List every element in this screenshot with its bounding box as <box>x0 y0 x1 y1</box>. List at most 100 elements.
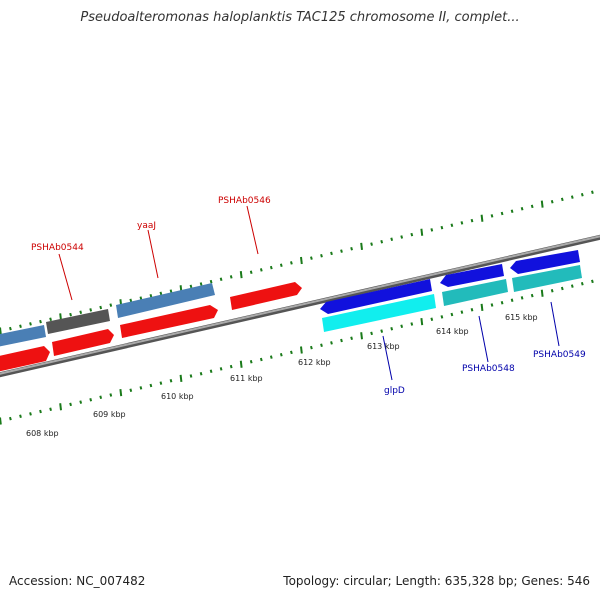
minor-tick <box>400 324 404 329</box>
minor-tick <box>209 369 213 374</box>
major-tick <box>239 360 243 368</box>
minor-tick <box>450 223 454 228</box>
minor-tick <box>591 190 594 195</box>
minor-tick <box>290 261 293 265</box>
minor-tick <box>470 218 474 223</box>
minor-tick <box>9 416 12 421</box>
minor-tick <box>159 291 163 296</box>
map-title: Pseudoalteromonas haloplanktis TAC125 ch… <box>80 10 520 25</box>
minor-tick <box>440 225 444 230</box>
minor-tick <box>89 397 93 402</box>
label-connector-0546 <box>246 205 259 255</box>
label-connector-0548 <box>478 315 489 363</box>
minor-tick <box>340 338 343 343</box>
scale-label: 615 kbp <box>505 313 538 322</box>
minor-tick <box>390 326 394 331</box>
major-tick <box>480 214 484 222</box>
major-tick <box>420 317 424 326</box>
minor-tick <box>99 395 103 400</box>
minor-tick <box>29 412 32 416</box>
minor-tick <box>550 200 554 204</box>
minor-tick <box>520 296 524 300</box>
major-tick <box>360 332 363 340</box>
gene-label-PSHAb0546[interactable]: PSHAb0546 <box>218 196 271 206</box>
gene-bar-0544[interactable] <box>46 309 110 334</box>
minor-tick <box>169 289 173 293</box>
minor-tick <box>279 352 283 357</box>
gene-label-yaaJ[interactable]: yaaJ <box>137 221 156 231</box>
cds-arrow-0546[interactable] <box>230 282 302 310</box>
minor-tick <box>249 270 253 275</box>
accession-text: Accession: NC_007482 <box>9 574 146 588</box>
minor-tick <box>219 277 223 282</box>
minor-tick <box>390 237 394 242</box>
gene-bar-0548[interactable] <box>442 279 508 306</box>
minor-tick <box>99 305 103 310</box>
cds-arrow-0549[interactable] <box>510 250 580 274</box>
gene-bar-0543[interactable] <box>0 325 46 348</box>
minor-tick <box>520 207 524 211</box>
minor-tick <box>169 379 173 383</box>
minor-tick <box>320 254 323 258</box>
minor-tick <box>560 197 564 202</box>
minor-tick <box>29 322 32 326</box>
gene-label-PSHAb0549[interactable]: PSHAb0549 <box>533 350 586 360</box>
minor-tick <box>310 345 313 350</box>
scale-label: 612 kbp <box>298 358 331 367</box>
minor-tick <box>139 296 143 300</box>
major-tick <box>540 200 544 208</box>
minor-tick <box>370 331 373 336</box>
minor-tick <box>330 251 333 256</box>
minor-tick <box>460 310 464 314</box>
cds-arrow-yaaJ[interactable] <box>120 305 218 338</box>
minor-tick <box>79 400 83 404</box>
minor-tick <box>69 402 72 407</box>
minor-tick <box>350 247 353 251</box>
minor-tick <box>510 298 514 303</box>
cds-arrow-0544[interactable] <box>52 329 114 356</box>
major-tick <box>420 228 424 236</box>
minor-tick <box>209 279 213 284</box>
minor-tick <box>229 275 233 279</box>
minor-tick <box>460 221 464 225</box>
gene-label-PSHAb0544[interactable]: PSHAb0544 <box>31 243 84 253</box>
minor-tick <box>129 388 133 392</box>
major-tick <box>239 270 243 279</box>
gene-bar-0549[interactable] <box>512 265 582 292</box>
minor-tick <box>109 393 113 397</box>
scale-ticks-upper <box>0 190 594 335</box>
minor-tick <box>380 329 384 333</box>
minor-tick <box>249 360 253 364</box>
minor-tick <box>229 364 233 369</box>
minor-tick <box>530 293 534 298</box>
minor-tick <box>430 317 434 321</box>
minor-tick <box>340 249 343 253</box>
minor-tick <box>591 279 594 284</box>
minor-tick <box>69 312 72 317</box>
minor-tick <box>350 336 353 340</box>
minor-tick <box>400 235 404 239</box>
cds-arrow-glpD[interactable] <box>320 279 432 314</box>
minor-tick <box>149 383 153 388</box>
gene-label-glpD[interactable]: glpD <box>384 386 405 396</box>
minor-tick <box>9 326 12 331</box>
minor-tick <box>440 315 444 319</box>
backbone-line-highlight <box>0 235 600 375</box>
cds-arrow-0548[interactable] <box>440 264 504 287</box>
minor-tick <box>380 239 384 244</box>
cds-arrow-0543[interactable] <box>0 346 50 373</box>
major-tick <box>0 417 2 425</box>
gene-label-PSHAb0548[interactable]: PSHAb0548 <box>462 364 515 374</box>
minor-tick <box>580 281 584 286</box>
gene-bar-yaaJ[interactable] <box>116 283 215 318</box>
minor-tick <box>129 298 133 303</box>
label-connector-yaaJ <box>147 229 159 279</box>
minor-tick <box>320 343 323 348</box>
minor-tick <box>189 284 193 289</box>
minor-tick <box>580 192 584 197</box>
scale-ticks-lower <box>0 279 594 425</box>
minor-tick <box>89 308 93 312</box>
gene-bar-glpD[interactable] <box>322 294 436 332</box>
major-tick <box>480 303 484 312</box>
